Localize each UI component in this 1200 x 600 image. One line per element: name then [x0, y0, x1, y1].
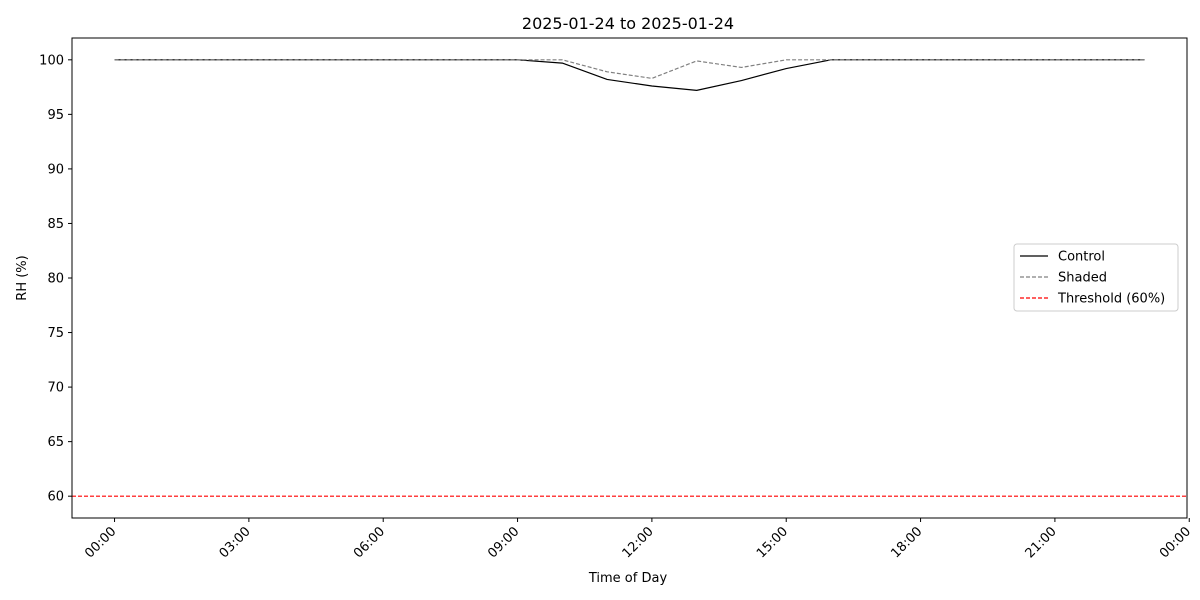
y-tick-label: 80 [47, 272, 64, 287]
y-tick-label: 100 [39, 53, 64, 68]
x-tick-label: 00:00 [1157, 524, 1194, 561]
y-tick-label: 60 [47, 490, 64, 505]
legend-label: Control [1058, 250, 1105, 265]
y-tick-label: 65 [47, 435, 64, 450]
y-axis-label: RH (%) [15, 255, 30, 300]
legend-label: Threshold (60%) [1057, 292, 1165, 307]
x-tick-label: 15:00 [754, 524, 791, 561]
x-tick-label: 21:00 [1023, 524, 1060, 561]
x-tick-label: 03:00 [217, 524, 254, 561]
x-axis: 00:00 03:00 06:00 09:00 12:00 15:00 18:00 21:00… [82, 518, 1194, 561]
x-axis-label: Time of Day [588, 571, 668, 586]
x-tick-label: 06:00 [351, 524, 388, 561]
y-axis: 60 65 70 75 80 85 90 95 100 [39, 53, 72, 505]
x-tick-label: 12:00 [620, 524, 657, 561]
series-line-shaded [114, 59, 1145, 79]
legend: Control Shaded Threshold (60%) [1013, 243, 1179, 312]
legend-label: Shaded [1058, 271, 1107, 286]
legend-box [1013, 243, 1179, 312]
y-tick-label: 85 [47, 217, 64, 232]
y-tick-label: 90 [47, 162, 64, 177]
y-tick-label: 70 [47, 381, 64, 396]
x-tick-label: 09:00 [485, 524, 522, 561]
x-tick-label: 18:00 [888, 524, 925, 561]
chart-title: 2025-01-24 to 2025-01-24 [522, 14, 734, 33]
y-tick-label: 75 [47, 326, 64, 341]
x-tick-label: 00:00 [82, 524, 119, 561]
y-tick-label: 95 [47, 108, 64, 123]
